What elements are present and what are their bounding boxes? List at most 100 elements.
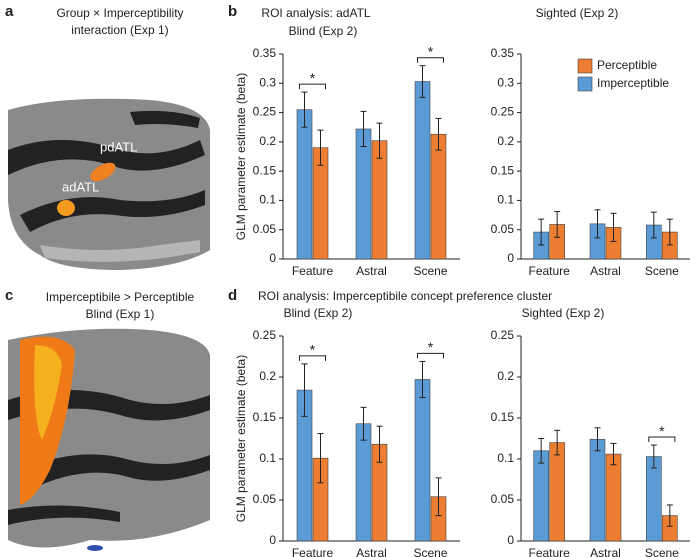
panel-label: c bbox=[5, 287, 13, 304]
bar bbox=[549, 442, 565, 542]
x-tick-label: Feature bbox=[292, 264, 334, 278]
y-tick-label: 0.25 bbox=[253, 328, 277, 342]
chart-title: ROI analysis: Imperceptibile concept pre… bbox=[258, 289, 552, 303]
error-bar bbox=[650, 444, 657, 469]
region-label: pdATL bbox=[100, 139, 137, 154]
x-tick-label: Astral bbox=[590, 264, 621, 278]
panel-label: a bbox=[5, 3, 14, 20]
y-tick-label: 0.2 bbox=[497, 369, 514, 383]
significance-star: * bbox=[310, 342, 316, 358]
bar bbox=[533, 450, 549, 542]
y-tick-label: 0.1 bbox=[259, 193, 276, 207]
error-bar bbox=[360, 110, 367, 148]
error-bar bbox=[419, 65, 426, 98]
bar bbox=[605, 453, 622, 542]
y-tick-label: 0 bbox=[269, 533, 276, 547]
error-bar bbox=[538, 438, 545, 464]
x-tick-label: Scene bbox=[413, 264, 447, 278]
bar bbox=[646, 456, 662, 542]
image-caption: interaction (Exp 1) bbox=[71, 23, 168, 37]
x-tick-label: Astral bbox=[590, 546, 621, 557]
image-caption: Imperceptibile > Perceptible bbox=[46, 290, 195, 304]
x-tick-label: Scene bbox=[645, 546, 679, 557]
y-tick-label: 0.35 bbox=[253, 46, 277, 60]
error-bar bbox=[650, 211, 657, 239]
error-bar bbox=[554, 429, 561, 456]
error-bar bbox=[419, 360, 426, 398]
brain-image-c bbox=[8, 328, 210, 551]
y-tick-label: 0.35 bbox=[491, 46, 515, 60]
y-tick-label: 0.1 bbox=[497, 193, 514, 207]
chart-subtitle: Blind (Exp 2) bbox=[284, 306, 353, 320]
bar bbox=[414, 379, 431, 542]
x-tick-label: Feature bbox=[528, 546, 570, 557]
legend-label: Perceptible bbox=[597, 58, 657, 72]
y-tick-label: 0.25 bbox=[491, 328, 515, 342]
y-tick-label: 0.05 bbox=[253, 492, 277, 506]
significance-star: * bbox=[428, 43, 434, 59]
error-bar bbox=[376, 122, 383, 159]
x-tick-label: Feature bbox=[292, 546, 334, 557]
x-tick-label: Scene bbox=[645, 264, 679, 278]
y-tick-label: 0.15 bbox=[253, 410, 277, 424]
legend-label: Imperceptible bbox=[597, 76, 669, 90]
x-tick-label: Astral bbox=[356, 546, 387, 557]
error-bar bbox=[376, 425, 383, 463]
y-tick-label: 0.05 bbox=[253, 222, 277, 236]
bar bbox=[355, 128, 372, 260]
y-tick-label: 0.15 bbox=[491, 410, 515, 424]
error-bar bbox=[360, 406, 367, 441]
error-bar bbox=[435, 477, 442, 517]
error-bar bbox=[594, 427, 601, 452]
y-tick-label: 0.25 bbox=[253, 105, 277, 119]
significance-bracket bbox=[417, 57, 444, 63]
error-bar bbox=[666, 504, 673, 527]
significance-star: * bbox=[310, 70, 316, 86]
y-tick-label: 0.25 bbox=[491, 105, 515, 119]
y-tick-label: 0.15 bbox=[491, 163, 515, 177]
chart-subtitle: Sighted (Exp 2) bbox=[522, 306, 605, 320]
error-bar bbox=[435, 117, 442, 151]
y-tick-label: 0.2 bbox=[259, 134, 276, 148]
significance-bracket bbox=[417, 352, 444, 359]
x-tick-label: Astral bbox=[356, 264, 387, 278]
significance-bracket bbox=[648, 436, 676, 443]
image-caption: Blind (Exp 1) bbox=[86, 307, 155, 321]
y-tick-label: 0.05 bbox=[491, 222, 515, 236]
significance-star: * bbox=[659, 423, 665, 439]
y-tick-label: 0 bbox=[269, 251, 276, 265]
y-tick-label: 0.2 bbox=[497, 134, 514, 148]
chart-title: ROI analysis: adATL bbox=[261, 6, 370, 20]
region-label: adATL bbox=[62, 179, 99, 194]
significance-bracket bbox=[299, 355, 326, 361]
bar bbox=[296, 109, 313, 260]
x-tick-label: Feature bbox=[528, 264, 570, 278]
significance-bracket bbox=[299, 83, 326, 90]
y-tick-label: 0.1 bbox=[259, 451, 276, 465]
chart-subtitle: Blind (Exp 2) bbox=[289, 24, 358, 38]
y-tick-label: 0 bbox=[507, 251, 514, 265]
error-bar bbox=[554, 211, 561, 238]
error-bar bbox=[538, 218, 545, 246]
y-tick-label: 0.3 bbox=[497, 75, 514, 89]
chart-subtitle: Sighted (Exp 2) bbox=[536, 6, 619, 20]
error-bar bbox=[301, 91, 308, 128]
y-tick-label: 0.05 bbox=[491, 492, 515, 506]
error-bar bbox=[317, 433, 324, 484]
bar bbox=[589, 439, 606, 542]
y-axis-label: GLM parameter estimate (beta) bbox=[234, 73, 248, 240]
error-bar bbox=[594, 209, 601, 239]
x-tick-label: Scene bbox=[413, 546, 447, 557]
bar bbox=[355, 423, 372, 542]
y-tick-label: 0.15 bbox=[253, 163, 277, 177]
panel-label: b bbox=[228, 3, 237, 20]
error-bar bbox=[666, 218, 673, 246]
brain-image-a bbox=[8, 98, 210, 270]
panel-label: d bbox=[228, 287, 237, 304]
error-bar bbox=[301, 363, 308, 417]
y-tick-label: 0 bbox=[507, 533, 514, 547]
error-bar bbox=[317, 129, 324, 166]
error-bar bbox=[610, 212, 617, 242]
significance-star: * bbox=[428, 339, 434, 355]
